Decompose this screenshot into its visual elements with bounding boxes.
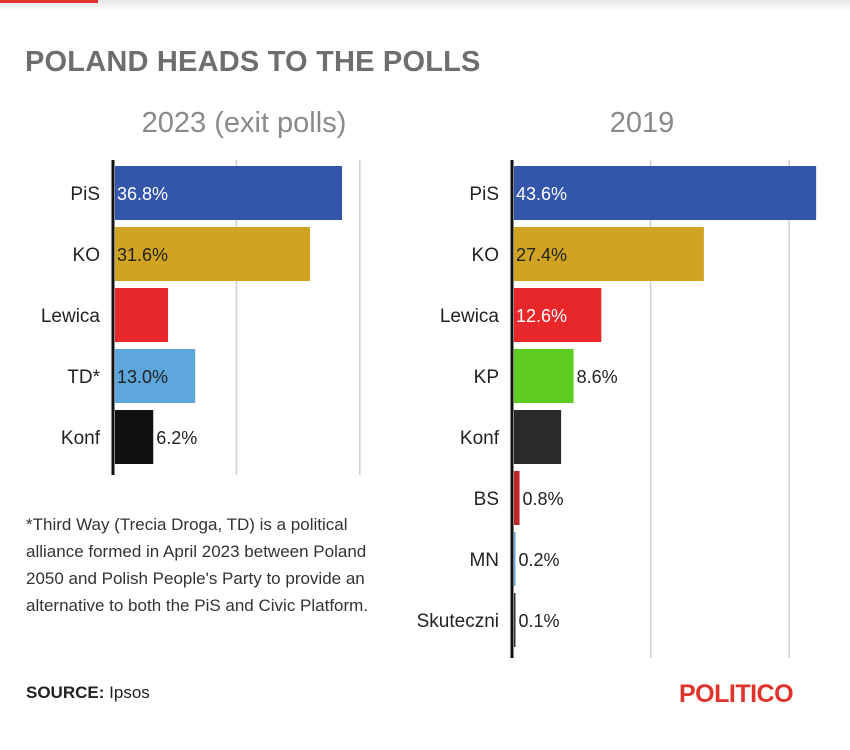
chart1-category-label: PiS bbox=[70, 184, 100, 205]
chart1-bar bbox=[115, 410, 154, 464]
source-line: SOURCE: Ipsos bbox=[26, 683, 150, 703]
chart1-value-label: 8.6% bbox=[171, 306, 212, 326]
chart2-value-label: 8.6% bbox=[577, 367, 618, 387]
chart1-bar bbox=[115, 288, 169, 342]
chart2-bar bbox=[514, 410, 562, 464]
chart2-bar bbox=[514, 593, 516, 647]
chart2-bar bbox=[514, 349, 574, 403]
source-label: SOURCE: bbox=[26, 683, 105, 702]
chart1-bar bbox=[115, 227, 310, 281]
chart2-category-label: KP bbox=[474, 367, 499, 388]
chart2-value-label: 0.2% bbox=[519, 550, 560, 570]
chart1-bar bbox=[115, 166, 343, 220]
source-value: Ipsos bbox=[109, 683, 150, 702]
top-bar-accent bbox=[0, 0, 98, 3]
chart2-value-label: 27.4% bbox=[516, 245, 567, 265]
chart1-title: 2023 (exit polls) bbox=[142, 107, 347, 139]
chart1-category-label: Konf bbox=[61, 428, 101, 449]
chart2-category-label: Konf bbox=[460, 428, 500, 449]
chart2-title: 2019 bbox=[610, 107, 675, 139]
top-bar bbox=[0, 0, 850, 10]
chart1-value-label: 36.8% bbox=[117, 184, 168, 204]
chart2-category-label: PiS bbox=[469, 184, 499, 205]
chart2-value-label: 0.1% bbox=[519, 611, 560, 631]
chart2-category-label: Skuteczni bbox=[417, 611, 499, 632]
chart2-bar bbox=[514, 471, 520, 525]
chart2-category-label: BS bbox=[474, 489, 499, 510]
chart2-bar bbox=[514, 166, 817, 220]
chart2-category-label: MN bbox=[469, 550, 499, 571]
chart2-value-label: 43.6% bbox=[516, 184, 567, 204]
chart2-bar bbox=[514, 227, 704, 281]
chart2-value-label: 12.6% bbox=[516, 306, 567, 326]
chart2-bar bbox=[514, 288, 602, 342]
politico-logo: POLITICO bbox=[679, 680, 794, 708]
chart1-value-label: 13.0% bbox=[117, 367, 168, 387]
chart2-value-label: 6.8% bbox=[564, 428, 605, 448]
chart1-category-label: KO bbox=[73, 245, 100, 266]
chart1-value-label: 31.6% bbox=[117, 245, 168, 265]
chart1-category-label: Lewica bbox=[41, 306, 101, 327]
chart1-bar bbox=[115, 349, 196, 403]
chart1-category-label: TD* bbox=[67, 367, 100, 388]
page-title: POLAND HEADS TO THE POLLS bbox=[25, 46, 481, 78]
chart2-category-label: KO bbox=[472, 245, 499, 266]
chart2-category-label: Lewica bbox=[440, 306, 500, 327]
chart1-value-label: 6.2% bbox=[156, 428, 197, 448]
chart2-bar bbox=[514, 532, 516, 586]
footnote: *Third Way (Trecia Droga, TD) is a polit… bbox=[26, 515, 369, 615]
chart2-value-label: 0.8% bbox=[523, 489, 564, 509]
